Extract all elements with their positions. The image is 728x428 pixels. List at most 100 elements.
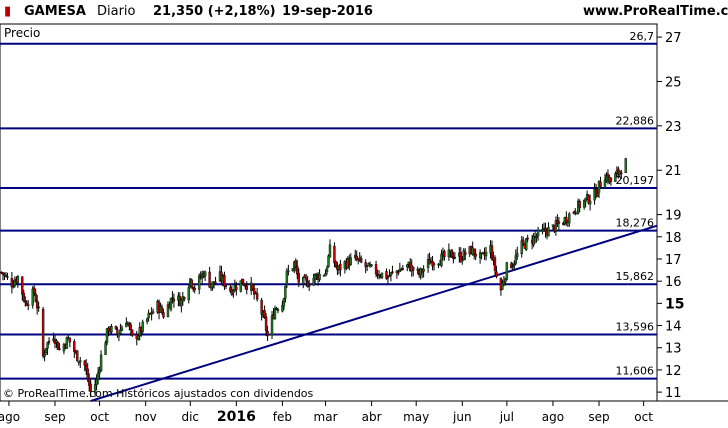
- candle-body-21: [43, 354, 46, 357]
- candle-body-94: [193, 287, 196, 291]
- candle-body-70: [145, 318, 149, 322]
- candle-body-35: [73, 341, 76, 353]
- candle-body-11: [22, 292, 25, 302]
- candle-body-12: [24, 301, 27, 303]
- chart-header: ▮ GAMESA Diario 21,350 (+2,18%) 19-sep-2…: [0, 0, 728, 24]
- candle-body-156: [324, 273, 327, 277]
- candle-body-129: [266, 331, 269, 337]
- candle-body-40: [83, 360, 86, 366]
- candle-body-57: [117, 333, 121, 337]
- candle-body-71: [147, 312, 150, 319]
- candle-body-157: [325, 267, 329, 273]
- candle-body-112: [232, 290, 235, 294]
- candle-body-32: [65, 337, 69, 349]
- candle-body-108: [223, 275, 226, 287]
- candle-body-22: [44, 347, 48, 353]
- candle-body-253: [524, 238, 528, 250]
- candle-body-15: [31, 288, 34, 306]
- candle-body-249: [516, 253, 519, 257]
- candle-body-236: [490, 245, 494, 260]
- candle-body-80: [166, 304, 170, 317]
- candle-body-146: [303, 275, 306, 278]
- candle-body-17: [34, 293, 37, 302]
- ticker-label: GAMESA: [24, 4, 86, 19]
- candle-body-29: [58, 348, 61, 350]
- candle-body-114: [235, 286, 238, 290]
- candle-body-83: [171, 297, 174, 299]
- y-tick-label-8: 15: [665, 296, 684, 312]
- y-tick-label-9: 14: [665, 320, 682, 335]
- candle-body-14: [27, 304, 30, 307]
- candle-body-124: [255, 293, 259, 300]
- y-tick-label-7: 16: [665, 275, 682, 290]
- candle-body-164: [339, 263, 342, 271]
- candle-body-44: [89, 383, 92, 392]
- candle-body-137: [284, 285, 287, 299]
- candle-body-158: [327, 255, 330, 267]
- candle-body-174: [360, 258, 363, 263]
- candle-body-175: [364, 262, 367, 268]
- candle-body-55: [114, 325, 118, 330]
- candle-body-180: [374, 264, 378, 275]
- level-label-1: 22,886: [616, 114, 655, 127]
- candle-body-290: [603, 179, 607, 188]
- candle-body-10: [21, 276, 24, 295]
- candle-body-254: [526, 237, 529, 240]
- candle-body-136: [282, 298, 286, 307]
- candle-body-259: [536, 229, 540, 237]
- candle-body-295: [614, 173, 617, 182]
- candle-body-4: [6, 276, 9, 278]
- candle-body-49: [99, 354, 103, 372]
- candle-body-1: [1, 272, 5, 275]
- candle-body-56: [116, 329, 119, 335]
- y-tick-label-5: 18: [665, 231, 682, 246]
- x-tick-label-7: mar: [314, 410, 338, 424]
- candle-icon: ▮: [4, 4, 12, 19]
- quote-label: 21,350 (+2,18%): [153, 4, 276, 19]
- candle-body-145: [302, 276, 305, 285]
- candle-body-138: [285, 270, 289, 285]
- candle-body-234: [484, 251, 488, 257]
- x-tick-label-13: sep: [588, 410, 609, 424]
- candle-body-24: [47, 340, 51, 343]
- candle-body-127: [263, 310, 266, 318]
- candle-body-184: [380, 272, 384, 278]
- candle-body-109: [224, 285, 228, 287]
- candle-body-186: [386, 276, 390, 279]
- candle-body-244: [505, 262, 509, 280]
- candle-body-189: [391, 271, 394, 273]
- level-label-0: 26,7: [630, 30, 655, 43]
- level-label-2: 20,197: [616, 174, 655, 187]
- x-tick-label-2: oct: [90, 410, 109, 424]
- candle-body-42: [86, 368, 89, 380]
- y-tick-label-11: 12: [665, 364, 682, 379]
- candle-body-284: [588, 200, 592, 205]
- x-tick-label-5: 2016: [217, 409, 256, 425]
- footer-note: © ProRealTime.com Históricos ajustados c…: [3, 387, 314, 400]
- panel-label: Precio: [4, 26, 40, 40]
- candle-body-160: [333, 245, 336, 264]
- candle-body-191: [397, 271, 400, 274]
- candle-body-217: [450, 249, 454, 258]
- candle-body-34: [68, 337, 72, 343]
- candle-body-90: [187, 287, 190, 301]
- candle-body-277: [575, 212, 578, 215]
- candle-body-289: [599, 181, 602, 187]
- candle-body-115: [239, 280, 243, 292]
- candle-body-195: [406, 264, 409, 268]
- candle-body-84: [172, 298, 176, 302]
- candle-body-69: [141, 321, 144, 332]
- candle-body-238: [493, 257, 497, 271]
- y-tick-label-1: 25: [665, 75, 682, 90]
- site-label: www.ProRealTime.com: [583, 4, 728, 19]
- candle-body-27: [55, 340, 58, 343]
- candle-body-66: [137, 335, 140, 340]
- candle-body-154: [318, 274, 321, 280]
- candle-body-294: [609, 177, 613, 182]
- candle-body-20: [41, 308, 45, 357]
- candle-body-300: [624, 158, 627, 174]
- candle-body-5: [10, 278, 14, 288]
- candle-body-204: [422, 268, 425, 272]
- candle-body-161: [334, 261, 338, 268]
